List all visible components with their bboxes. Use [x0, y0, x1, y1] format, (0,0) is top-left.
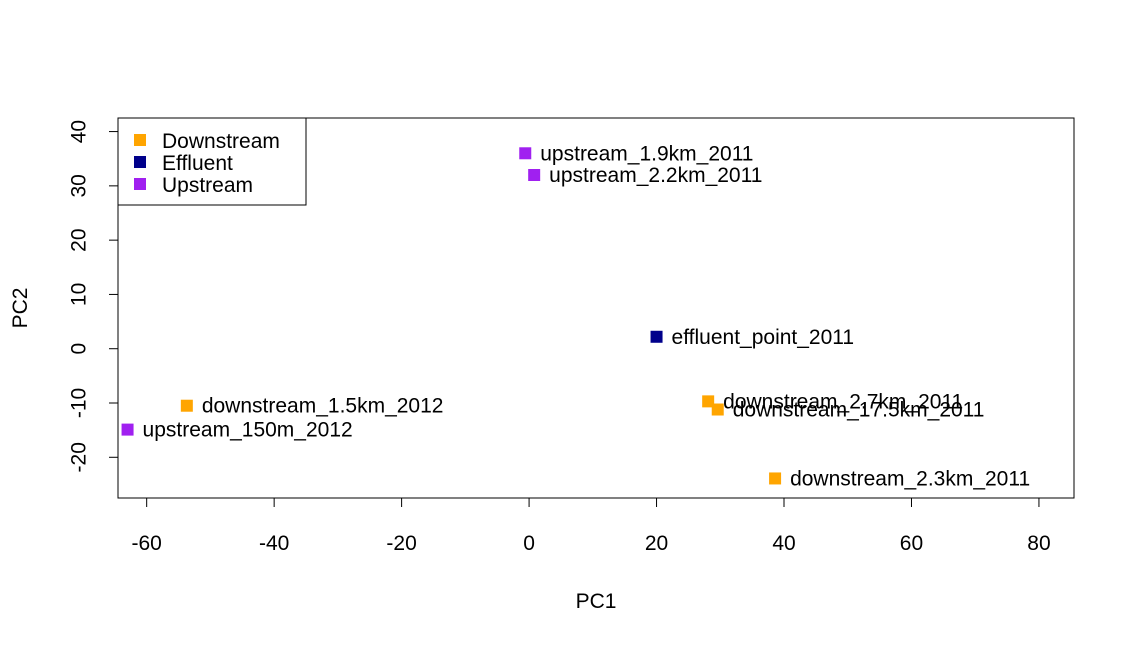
legend-box	[117, 117, 307, 206]
legend-entry-label: Downstream	[162, 130, 280, 153]
x-tick-label: 20	[645, 532, 668, 555]
y-tick-label: 10	[68, 283, 91, 306]
data-points: upstream_1.9km_2011upstream_2.2km_2011ef…	[121, 142, 1030, 490]
y-tick-label: 0	[68, 343, 91, 355]
x-tick-label: 40	[772, 532, 795, 555]
y-tick-label: 20	[68, 228, 91, 251]
data-point-label: downstream_1.5km_2012	[202, 395, 444, 418]
data-point-label: downstream_17.5km_2011	[733, 399, 985, 422]
legend-swatch	[134, 156, 146, 168]
y-tick-label: 40	[68, 120, 91, 143]
y-tick-label: -10	[68, 388, 91, 418]
data-point-label: upstream_2.2km_2011	[549, 164, 762, 187]
x-tick-label: -40	[259, 532, 289, 555]
data-point	[519, 147, 532, 160]
data-point	[769, 472, 782, 485]
x-tick-label: -20	[386, 532, 416, 555]
data-point-label: upstream_150m_2012	[143, 419, 353, 442]
legend-swatch	[134, 178, 146, 190]
data-point	[702, 395, 715, 408]
x-axis: -60 -40 -20 0 20 40 60 80	[132, 497, 1051, 555]
data-point	[711, 403, 724, 416]
x-tick-label: 60	[900, 532, 923, 555]
y-tick-label: 30	[68, 174, 91, 197]
data-point	[121, 423, 134, 436]
legend-entry-label: Effluent	[162, 152, 233, 175]
data-point-label: downstream_2.3km_2011	[790, 467, 1030, 490]
x-tick-label: 80	[1027, 532, 1050, 555]
data-point-label: upstream_1.9km_2011	[540, 142, 753, 165]
y-axis-label: PC2	[9, 288, 32, 329]
data-point	[650, 330, 663, 343]
data-point	[528, 169, 541, 181]
legend-swatch	[134, 134, 146, 146]
x-axis-label: PC1	[576, 590, 617, 613]
y-axis: -20 -10 0 10 20 30 40	[68, 120, 119, 472]
legend-entry-label: Upstream	[162, 174, 253, 197]
data-point	[180, 399, 193, 412]
x-tick-label: 0	[523, 532, 535, 555]
x-tick-label: -60	[132, 532, 162, 555]
y-tick-label: -20	[68, 442, 91, 472]
data-point-label: downstream_2.7km_2011	[723, 390, 963, 413]
data-point-label: effluent_point_2011	[672, 326, 855, 349]
